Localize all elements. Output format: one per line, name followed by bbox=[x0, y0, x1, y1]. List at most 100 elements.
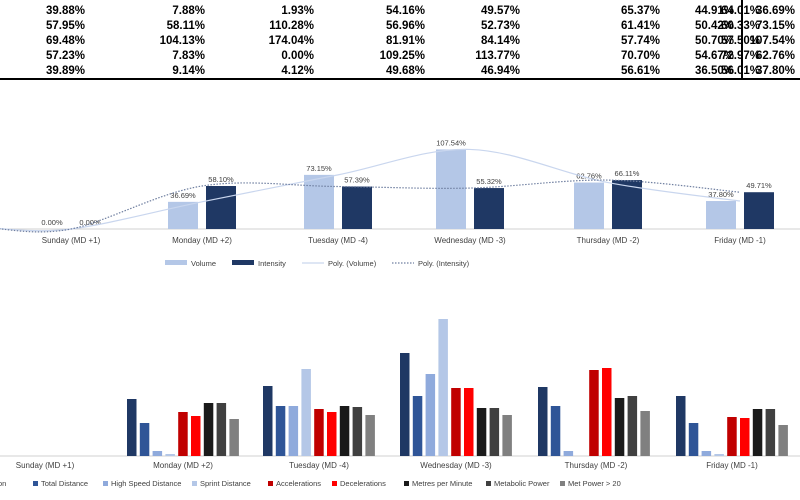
category-label: Wednesday (MD -3) bbox=[420, 461, 492, 470]
table-total-column-border bbox=[741, 0, 743, 80]
intensity-data-label: 58.10% bbox=[208, 175, 234, 184]
table-cell: 57.74% bbox=[620, 35, 660, 47]
table-cell: 61.41% bbox=[620, 20, 660, 32]
legend-swatch bbox=[560, 481, 565, 486]
category-label: Wednesday (MD -3) bbox=[434, 236, 506, 245]
legend-label: Sprint Distance bbox=[200, 479, 251, 488]
table-cell: 110.28% bbox=[269, 20, 314, 32]
metric-bar bbox=[614, 398, 625, 456]
metric-bar bbox=[451, 388, 461, 456]
metric-bar bbox=[688, 423, 699, 456]
metric-bar bbox=[602, 368, 612, 456]
metric-bar bbox=[412, 396, 423, 456]
table-cell: 113.77% bbox=[475, 50, 520, 62]
table-cell: 65.37% bbox=[620, 5, 660, 17]
legend-label: High Speed Distance bbox=[111, 479, 181, 488]
table-cell: 52.73% bbox=[480, 20, 520, 32]
category-label: Tuesday (MD -4) bbox=[289, 461, 349, 470]
table-cell: 39.88% bbox=[45, 5, 85, 17]
table-cell: 57.50% bbox=[690, 34, 760, 49]
volume-data-label: 0.00% bbox=[41, 218, 63, 227]
metric-bar bbox=[365, 415, 375, 456]
metric-bar bbox=[216, 403, 227, 456]
metric-bar bbox=[778, 425, 788, 456]
metric-bar bbox=[152, 451, 163, 456]
metric-bar bbox=[400, 353, 410, 456]
metric-bar bbox=[489, 408, 500, 456]
legend-label: Poly. (Volume) bbox=[328, 259, 377, 268]
volume-bar bbox=[304, 174, 334, 229]
metric-bar bbox=[502, 415, 512, 456]
metric-bar bbox=[476, 408, 487, 456]
table-cell: 81.91% bbox=[385, 35, 425, 47]
table-cell: 44.91% bbox=[694, 5, 734, 17]
percent-table: 39.88% 7.88% 1.93% 54.16% 49.57% 65.37% 64.01%… bbox=[0, 0, 800, 80]
legend-label: Volume bbox=[191, 259, 216, 268]
legend-label: Decelerations bbox=[340, 479, 386, 488]
table-cell: 84.14% bbox=[480, 35, 520, 47]
intensity-data-label: 49.71% bbox=[746, 181, 772, 190]
intensity-data-label: 55.32% bbox=[476, 177, 502, 186]
metric-bar bbox=[714, 454, 724, 456]
category-label: Tuesday (MD -4) bbox=[308, 236, 368, 245]
table-cell: 49.57% bbox=[480, 5, 520, 17]
legend-label: Duration bbox=[0, 479, 6, 488]
volume-bar bbox=[574, 182, 604, 229]
category-label: Sunday (MD +1) bbox=[16, 461, 75, 470]
table-cell: 109.25% bbox=[379, 50, 425, 62]
table-cell: 58.11% bbox=[166, 20, 205, 32]
volume-bar bbox=[436, 149, 466, 229]
volume-data-label: 37.80% bbox=[708, 190, 734, 199]
category-label: Monday (MD +2) bbox=[172, 236, 232, 245]
metric-bar bbox=[275, 406, 286, 456]
metric-bar bbox=[165, 454, 175, 456]
table-cell: 37.80% bbox=[755, 65, 795, 77]
intensity-trendline bbox=[0, 179, 741, 233]
table-cell: 36.69% bbox=[755, 5, 795, 17]
intensity-bar bbox=[206, 186, 236, 229]
table-cell: 70.70% bbox=[620, 50, 660, 62]
metric-bar bbox=[314, 409, 324, 456]
metric-bar bbox=[139, 423, 150, 456]
metric-bar bbox=[740, 418, 750, 456]
table-cell: 49.68% bbox=[385, 65, 425, 77]
metric-bar bbox=[589, 370, 599, 456]
table-cell: 64.01% bbox=[690, 4, 760, 19]
table-cell: 7.83% bbox=[172, 50, 205, 62]
metric-bar bbox=[327, 412, 337, 456]
intensity-bar bbox=[474, 188, 504, 229]
legend-label: Total Distance bbox=[41, 479, 88, 488]
intensity-bar bbox=[744, 192, 774, 229]
volume-data-label: 107.54% bbox=[436, 138, 466, 147]
metric-bar bbox=[701, 451, 712, 456]
table-cell: 9.14% bbox=[172, 65, 205, 77]
metric-bar bbox=[627, 396, 638, 456]
legend-swatch bbox=[103, 481, 108, 486]
table-cell: 107.54% bbox=[749, 35, 795, 47]
table-cell: 57.95% bbox=[45, 20, 85, 32]
metric-bar bbox=[563, 451, 574, 456]
legend-swatch bbox=[232, 260, 254, 265]
legend-label: Intensity bbox=[258, 259, 286, 268]
table-cell: 174.04% bbox=[268, 35, 314, 47]
metric-bar bbox=[550, 406, 561, 456]
legend-label: Metres per Minute bbox=[412, 479, 472, 488]
table-cell: 46.94% bbox=[480, 65, 520, 77]
metric-bar bbox=[288, 406, 299, 456]
volume-data-label: 36.69% bbox=[170, 191, 196, 200]
metric-bar bbox=[676, 396, 686, 456]
table-cell: 72.97% bbox=[690, 49, 760, 64]
volume-data-label: 62.76% bbox=[576, 172, 602, 181]
metric-bar bbox=[727, 417, 737, 456]
volume-trendline bbox=[0, 148, 741, 232]
category-label: Friday (MD -1) bbox=[714, 236, 766, 245]
table-cell: 69.48% bbox=[45, 35, 85, 47]
metric-bar bbox=[178, 412, 188, 456]
table-bottom-border bbox=[0, 78, 800, 80]
table-cell: 7.88% bbox=[172, 5, 205, 17]
table-cell: 54.67% bbox=[694, 50, 734, 62]
category-label: Thursday (MD -2) bbox=[577, 236, 640, 245]
table-cell: 36.50% bbox=[694, 65, 734, 77]
metric-bar bbox=[339, 406, 350, 456]
metric-bar bbox=[301, 369, 311, 456]
